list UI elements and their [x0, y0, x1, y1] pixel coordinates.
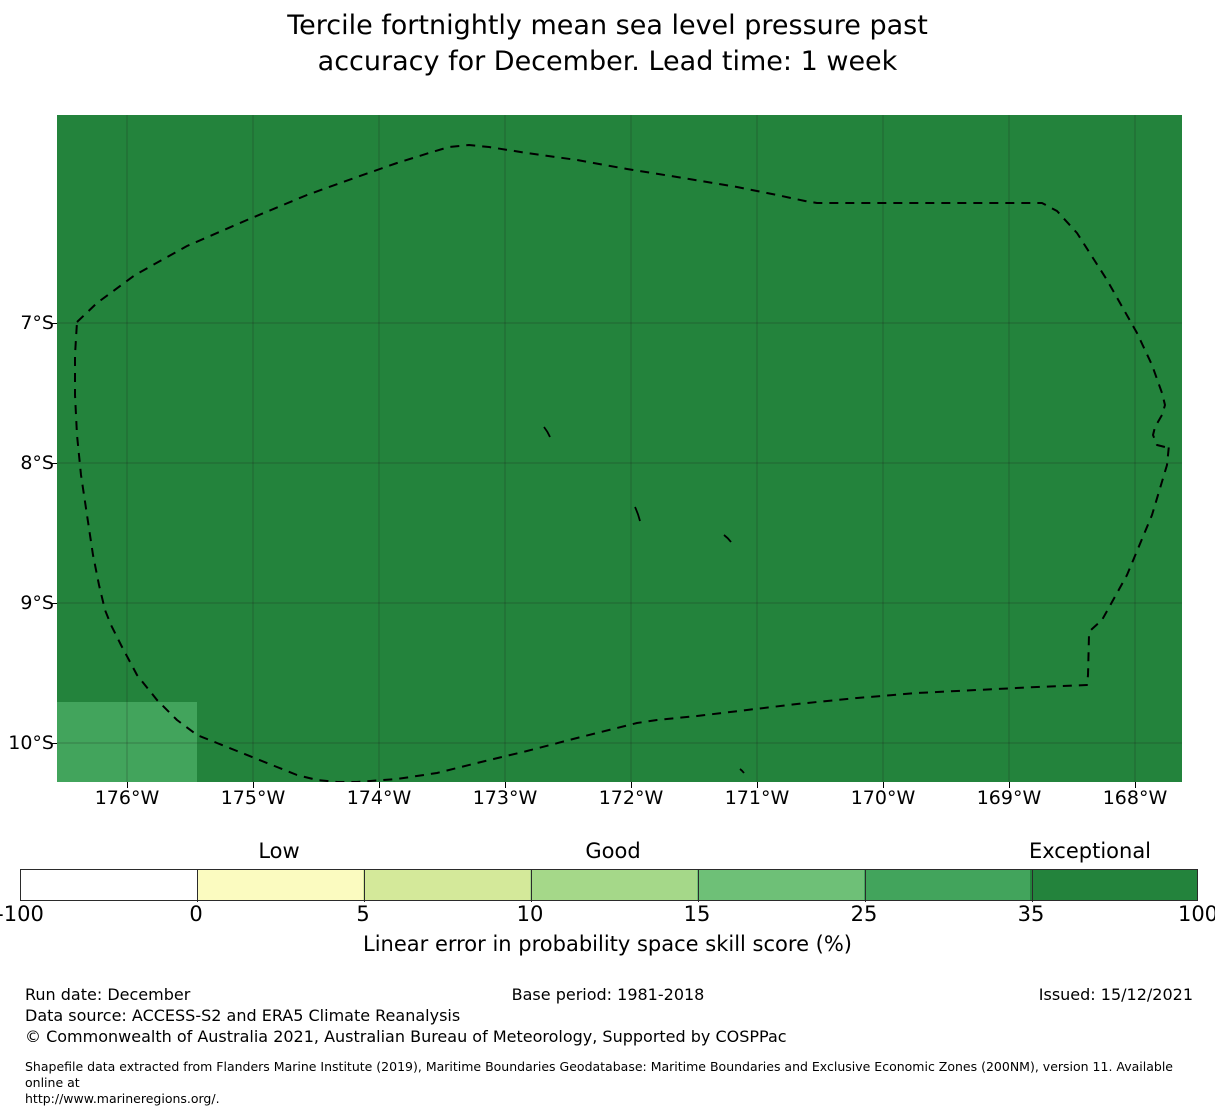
x-axis-tick-label: 169°W [976, 787, 1042, 809]
footer-row-3: © Commonwealth of Australia 2021, Austra… [0, 1027, 1215, 1048]
issued-date: Issued: 15/12/2021 [1038, 985, 1193, 1004]
colorbar-category-label: Exceptional [1028, 839, 1152, 863]
shapefile-attribution-line-2: http://www.marineregions.org/. [25, 1091, 220, 1106]
x-axis-tick-label: 171°W [724, 787, 790, 809]
skill-raster-cell [57, 115, 1182, 782]
colorbar-tick-label: 25 [850, 902, 878, 926]
y-axis-tick-label: 7°S [20, 312, 54, 334]
colorbar-tick-label: -100 [0, 902, 44, 926]
colorbar-tick-label: 35 [1017, 902, 1045, 926]
page-title: Tercile fortnightly mean sea level press… [0, 8, 1215, 80]
island-outline [543, 426, 551, 438]
page-title-line-1: Tercile fortnightly mean sea level press… [287, 10, 928, 41]
y-axis-tick-label: 8°S [20, 452, 54, 474]
colorbar-category-label: Good [585, 839, 641, 863]
footer: Run date: December Base period: 1981-201… [0, 985, 1215, 1048]
x-axis-tick-mark [1135, 782, 1136, 788]
colorbar-divider [364, 870, 365, 902]
colorbar-tick-label: 0 [189, 902, 203, 926]
colorbar-divider [865, 870, 866, 902]
colorbar-container [20, 869, 1198, 902]
x-axis-tick-label: 173°W [472, 787, 538, 809]
colorbar-segment [530, 870, 697, 900]
footer-row-2: Data source: ACCESS-S2 and ERA5 Climate … [0, 1006, 1215, 1027]
y-axis-tick-label: 9°S [20, 592, 54, 614]
eez-boundary-layer [74, 144, 1170, 782]
island-outline [739, 768, 745, 774]
run-date: Run date: December [25, 985, 191, 1004]
colorbar-segment [196, 870, 364, 900]
colorbar [20, 869, 1198, 902]
colorbar-segment [21, 870, 197, 900]
y-axis-tick-mark [51, 463, 57, 464]
shapefile-attribution-line-1: Shapefile data extracted from Flanders M… [25, 1059, 1173, 1090]
y-axis-tick-mark [51, 743, 57, 744]
colorbar-tick-label: 5 [356, 902, 370, 926]
x-axis-tick-mark [127, 782, 128, 788]
colorbar-segment [863, 870, 1031, 900]
colorbar-tick-label: 10 [516, 902, 544, 926]
skill-raster-layer [57, 115, 1182, 782]
x-axis-tick-mark [1009, 782, 1010, 788]
x-axis-tick-mark [379, 782, 380, 788]
x-axis-tick-mark [631, 782, 632, 788]
x-axis-tick-label: 172°W [598, 787, 664, 809]
colorbar-divider [197, 870, 198, 902]
colorbar-divider [531, 870, 532, 902]
y-axis-tick-label: 10°S [8, 732, 54, 754]
page-title-line-2: accuracy for December. Lead time: 1 week [317, 46, 898, 77]
skill-score-map [57, 115, 1182, 782]
colorbar-axis-title: Linear error in probability space skill … [363, 932, 852, 956]
colorbar-divider [1032, 870, 1033, 902]
eez-boundary-line [74, 144, 1170, 782]
x-axis-tick-label: 175°W [220, 787, 286, 809]
base-period: Base period: 1981-2018 [511, 985, 705, 1004]
y-axis-tick-mark [51, 323, 57, 324]
colorbar-tick-label: 15 [683, 902, 711, 926]
data-source: Data source: ACCESS-S2 and ERA5 Climate … [25, 1006, 461, 1025]
footer-row-1: Run date: December Base period: 1981-201… [0, 985, 1215, 1006]
x-axis-tick-mark [883, 782, 884, 788]
x-axis-tick-label: 174°W [346, 787, 412, 809]
skill-raster-cell [57, 702, 197, 782]
colorbar-segment [1030, 870, 1197, 900]
colorbar-segment [696, 870, 864, 900]
shapefile-attribution: Shapefile data extracted from Flanders M… [25, 1059, 1197, 1107]
colorbar-category-label: Low [258, 839, 300, 863]
x-axis-tick-label: 176°W [94, 787, 160, 809]
x-axis-tick-mark [505, 782, 506, 788]
x-axis-tick-label: 170°W [850, 787, 916, 809]
island-outline [634, 506, 641, 522]
x-axis-tick-mark [253, 782, 254, 788]
colorbar-divider [698, 870, 699, 902]
map-gridlines [57, 115, 1182, 782]
colorbar-segment [363, 870, 531, 900]
colorbar-tick-label: 100 [1177, 902, 1215, 926]
copyright-notice: © Commonwealth of Australia 2021, Austra… [25, 1027, 787, 1046]
island-outline [723, 534, 732, 543]
x-axis-tick-label: 168°W [1102, 787, 1168, 809]
x-axis-tick-mark [757, 782, 758, 788]
y-axis-tick-mark [51, 603, 57, 604]
